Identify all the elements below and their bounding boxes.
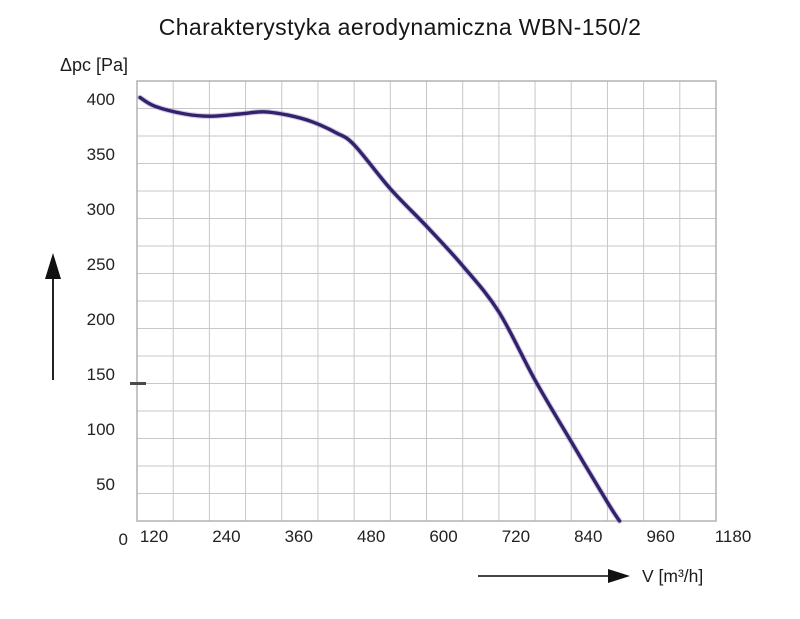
x-tick-label: 240 — [212, 527, 241, 546]
y-tick-label: 0 — [118, 530, 128, 549]
y-tick-label: 50 — [96, 475, 115, 494]
y-axis-arrow-icon — [45, 253, 61, 380]
x-tick-label: 480 — [356, 527, 386, 546]
x-tick-label: 840 — [574, 527, 603, 546]
y-tick-label: 200 — [86, 310, 115, 329]
y-tick-label: 300 — [86, 200, 115, 219]
plot-area — [130, 80, 717, 524]
y-tick-label: 250 — [86, 255, 115, 274]
y-tick-label: 150 — [86, 365, 115, 384]
fan-curve — [138, 95, 622, 523]
x-tick-label: 960 — [646, 527, 675, 546]
x-axis-arrow-icon — [478, 569, 630, 583]
chart-title: Charakterystyka aerodynamiczna WBN-150/2 — [158, 14, 642, 40]
x-tick-label: 360 — [284, 527, 313, 546]
y-tick-label: 100 — [86, 420, 115, 439]
x-tick-label: 720 — [501, 527, 531, 546]
x-tick-label: 600 — [429, 527, 458, 546]
x-axis-title: V [m³/h] — [642, 566, 704, 586]
y-tick-label: 350 — [86, 145, 115, 164]
x-tick-label: 1180 — [714, 527, 752, 546]
y-axis-title: Δpc [Pa] — [60, 55, 129, 75]
x-tick-label: 120 — [139, 527, 169, 546]
plot-border — [136, 80, 717, 522]
y-tick-label: 400 — [86, 90, 115, 109]
fan-curve-halo — [137, 94, 623, 524]
